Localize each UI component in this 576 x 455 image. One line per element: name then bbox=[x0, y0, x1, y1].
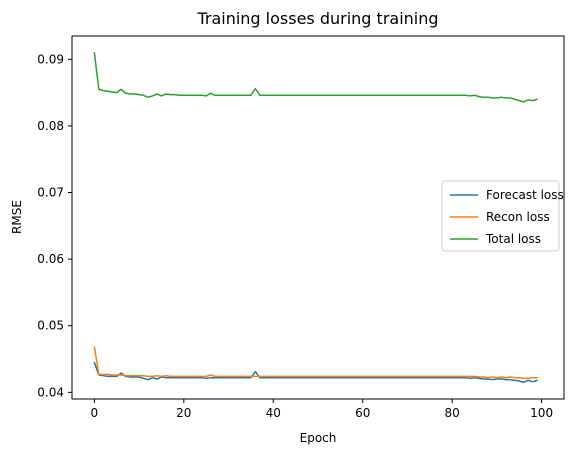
plot-area-frame bbox=[71, 35, 565, 400]
x-axis: 0 20 40 60 80 100 bbox=[91, 399, 553, 420]
x-tick-label: 40 bbox=[266, 406, 281, 420]
y-tick-label: 0.06 bbox=[37, 252, 64, 266]
legend: Forecast loss Recon loss Total loss bbox=[441, 180, 564, 252]
series-line-total-loss bbox=[93, 51, 538, 103]
x-tick-label: 0 bbox=[91, 406, 99, 420]
chart-title: Training losses during training bbox=[196, 9, 438, 28]
y-tick-label: 0.04 bbox=[37, 385, 64, 399]
x-tick-label: 80 bbox=[445, 406, 460, 420]
series-line-forecast-loss bbox=[93, 361, 538, 384]
y-tick-label: 0.07 bbox=[37, 186, 64, 200]
y-axis-label: RMSE bbox=[10, 200, 24, 234]
x-axis-label: Epoch bbox=[300, 431, 337, 445]
y-tick-label: 0.05 bbox=[37, 319, 64, 333]
y-tick-label: 0.09 bbox=[37, 52, 64, 66]
x-tick-label: 60 bbox=[355, 406, 370, 420]
legend-label-forecast-loss: Forecast loss bbox=[486, 188, 564, 202]
y-tick-label: 0.08 bbox=[37, 119, 64, 133]
legend-label-total-loss: Total loss bbox=[485, 232, 541, 246]
x-tick-label: 20 bbox=[176, 406, 191, 420]
x-tick-label: 100 bbox=[530, 406, 553, 420]
legend-box bbox=[441, 180, 560, 252]
series-layer bbox=[93, 51, 538, 384]
y-axis: 0.04 0.05 0.06 0.07 0.08 0.09 bbox=[37, 52, 72, 399]
legend-label-recon-loss: Recon loss bbox=[486, 210, 550, 224]
series-line-recon-loss bbox=[93, 346, 538, 380]
